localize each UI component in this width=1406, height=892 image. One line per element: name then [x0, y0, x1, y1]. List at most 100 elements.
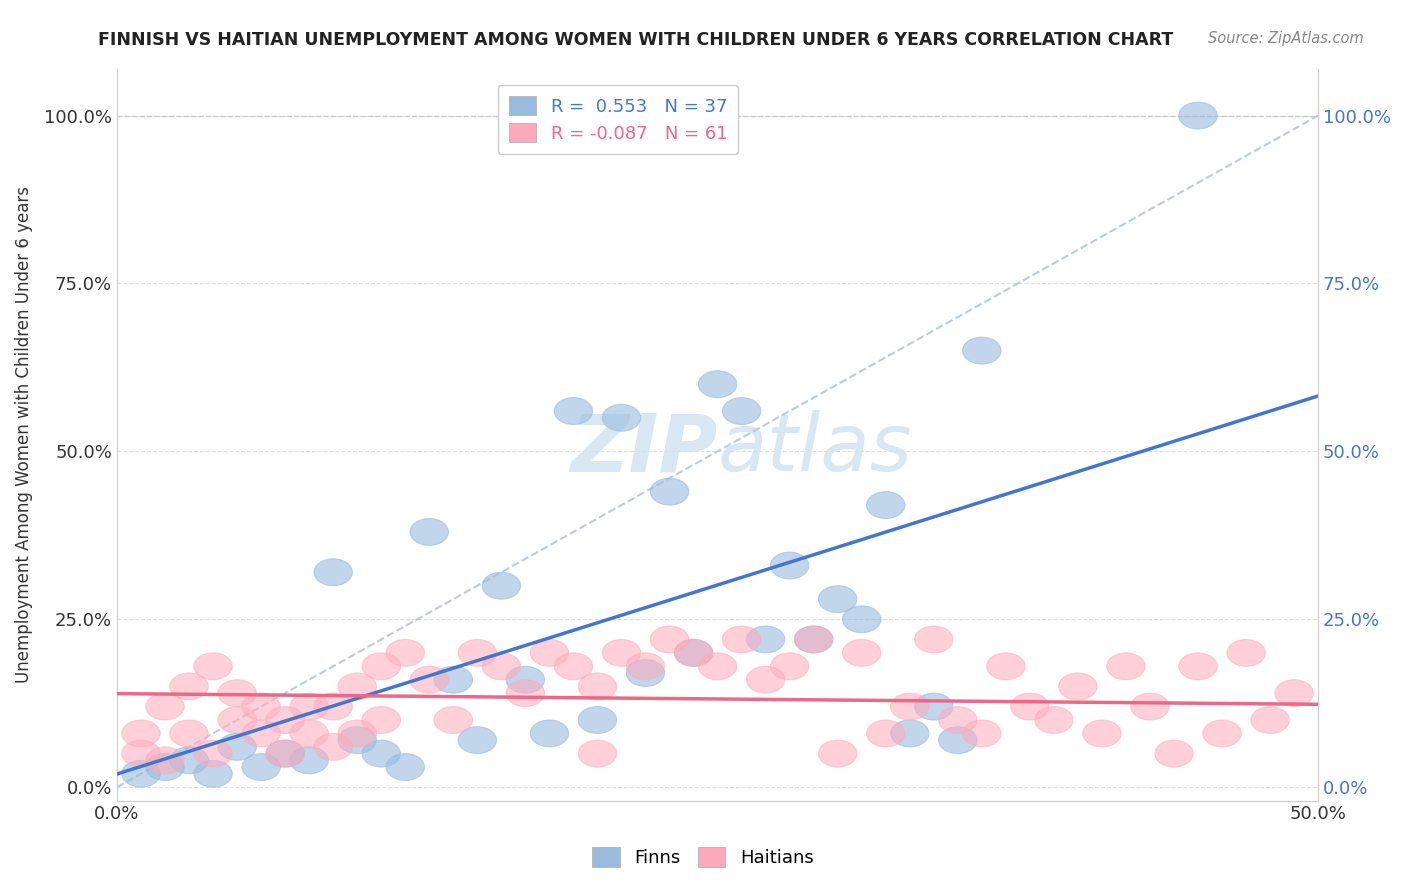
Ellipse shape	[218, 733, 256, 760]
Ellipse shape	[337, 673, 377, 700]
Ellipse shape	[818, 740, 856, 767]
Ellipse shape	[146, 747, 184, 773]
Ellipse shape	[194, 740, 232, 767]
Ellipse shape	[1035, 706, 1073, 733]
Ellipse shape	[242, 693, 280, 720]
Ellipse shape	[387, 754, 425, 780]
Ellipse shape	[314, 558, 353, 586]
Ellipse shape	[218, 706, 256, 733]
Ellipse shape	[361, 653, 401, 680]
Ellipse shape	[411, 518, 449, 545]
Ellipse shape	[434, 666, 472, 693]
Ellipse shape	[554, 653, 593, 680]
Ellipse shape	[290, 693, 329, 720]
Ellipse shape	[939, 727, 977, 754]
Text: atlas: atlas	[717, 410, 912, 488]
Ellipse shape	[699, 653, 737, 680]
Ellipse shape	[242, 720, 280, 747]
Ellipse shape	[266, 740, 304, 767]
Ellipse shape	[387, 640, 425, 666]
Ellipse shape	[122, 720, 160, 747]
Ellipse shape	[170, 720, 208, 747]
Ellipse shape	[987, 653, 1025, 680]
Ellipse shape	[794, 626, 832, 653]
Ellipse shape	[218, 680, 256, 706]
Ellipse shape	[699, 371, 737, 398]
Ellipse shape	[290, 747, 329, 773]
Ellipse shape	[122, 760, 160, 787]
Ellipse shape	[1251, 706, 1289, 733]
Ellipse shape	[411, 666, 449, 693]
Ellipse shape	[963, 337, 1001, 364]
Ellipse shape	[602, 640, 641, 666]
Ellipse shape	[651, 478, 689, 505]
Ellipse shape	[914, 693, 953, 720]
Ellipse shape	[122, 740, 160, 767]
Ellipse shape	[626, 659, 665, 687]
Text: FINNISH VS HAITIAN UNEMPLOYMENT AMONG WOMEN WITH CHILDREN UNDER 6 YEARS CORRELAT: FINNISH VS HAITIAN UNEMPLOYMENT AMONG WO…	[98, 31, 1174, 49]
Ellipse shape	[675, 640, 713, 666]
Ellipse shape	[818, 586, 856, 613]
Ellipse shape	[890, 693, 929, 720]
Ellipse shape	[1178, 102, 1218, 129]
Ellipse shape	[458, 640, 496, 666]
Ellipse shape	[146, 754, 184, 780]
Ellipse shape	[675, 640, 713, 666]
Ellipse shape	[314, 693, 353, 720]
Y-axis label: Unemployment Among Women with Children Under 6 years: Unemployment Among Women with Children U…	[15, 186, 32, 683]
Ellipse shape	[530, 720, 568, 747]
Ellipse shape	[170, 747, 208, 773]
Ellipse shape	[361, 740, 401, 767]
Ellipse shape	[1011, 693, 1049, 720]
Ellipse shape	[290, 720, 329, 747]
Ellipse shape	[770, 552, 808, 579]
Ellipse shape	[482, 653, 520, 680]
Ellipse shape	[578, 706, 617, 733]
Ellipse shape	[194, 760, 232, 787]
Ellipse shape	[1083, 720, 1121, 747]
Ellipse shape	[1227, 640, 1265, 666]
Ellipse shape	[194, 653, 232, 680]
Ellipse shape	[506, 666, 544, 693]
Ellipse shape	[866, 491, 905, 518]
Legend: R =  0.553   N = 37, R = -0.087   N = 61: R = 0.553 N = 37, R = -0.087 N = 61	[498, 85, 738, 153]
Ellipse shape	[914, 626, 953, 653]
Ellipse shape	[1275, 680, 1313, 706]
Ellipse shape	[1178, 653, 1218, 680]
Ellipse shape	[314, 733, 353, 760]
Ellipse shape	[434, 706, 472, 733]
Ellipse shape	[266, 740, 304, 767]
Ellipse shape	[506, 680, 544, 706]
Ellipse shape	[794, 626, 832, 653]
Ellipse shape	[1107, 653, 1144, 680]
Ellipse shape	[146, 693, 184, 720]
Ellipse shape	[337, 720, 377, 747]
Ellipse shape	[1202, 720, 1241, 747]
Ellipse shape	[1130, 693, 1170, 720]
Ellipse shape	[266, 706, 304, 733]
Ellipse shape	[842, 606, 882, 632]
Ellipse shape	[242, 754, 280, 780]
Ellipse shape	[626, 653, 665, 680]
Ellipse shape	[578, 740, 617, 767]
Ellipse shape	[770, 653, 808, 680]
Ellipse shape	[723, 626, 761, 653]
Ellipse shape	[578, 673, 617, 700]
Ellipse shape	[866, 720, 905, 747]
Ellipse shape	[337, 727, 377, 754]
Ellipse shape	[602, 404, 641, 431]
Ellipse shape	[747, 666, 785, 693]
Ellipse shape	[458, 727, 496, 754]
Ellipse shape	[651, 626, 689, 653]
Ellipse shape	[554, 398, 593, 425]
Ellipse shape	[170, 673, 208, 700]
Ellipse shape	[963, 720, 1001, 747]
Ellipse shape	[1059, 673, 1097, 700]
Text: Source: ZipAtlas.com: Source: ZipAtlas.com	[1208, 31, 1364, 46]
Ellipse shape	[842, 640, 882, 666]
Ellipse shape	[747, 626, 785, 653]
Ellipse shape	[939, 706, 977, 733]
Ellipse shape	[361, 706, 401, 733]
Ellipse shape	[890, 720, 929, 747]
Ellipse shape	[530, 640, 568, 666]
